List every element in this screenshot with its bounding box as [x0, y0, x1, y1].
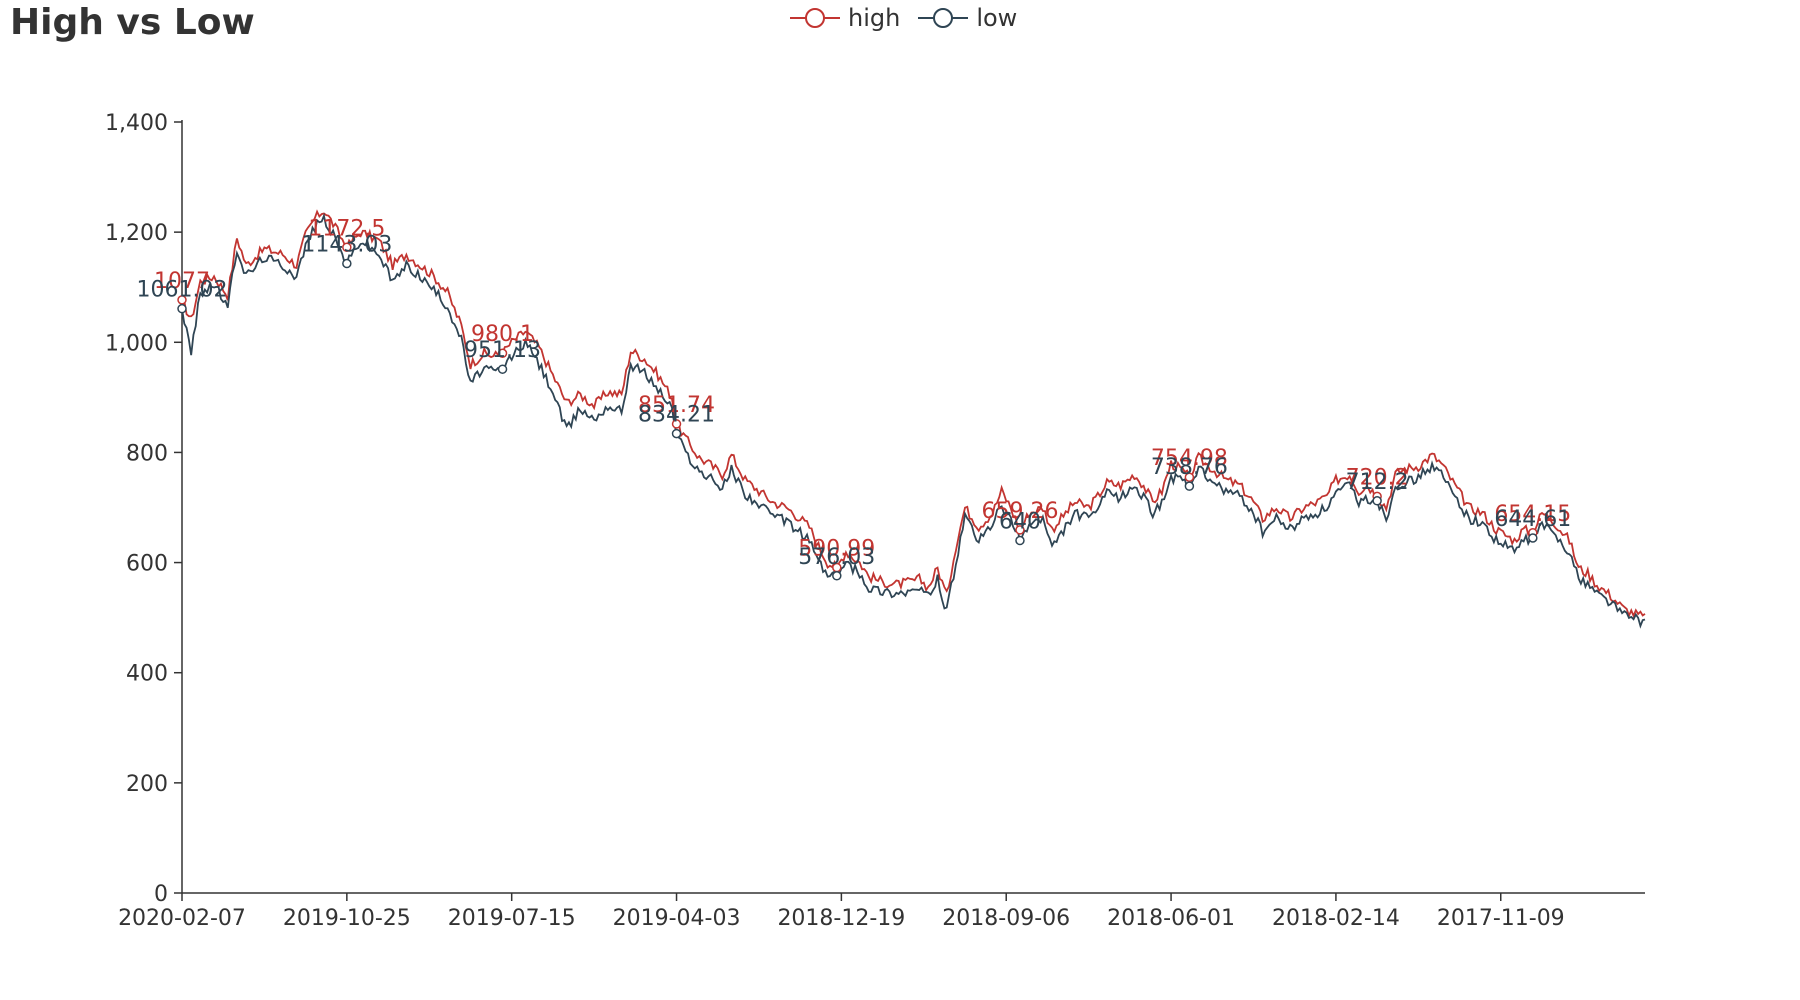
point-marker-high	[1184, 472, 1195, 482]
point-marker-low	[1528, 533, 1538, 543]
y-tick-label: 400	[126, 662, 168, 687]
data-label-low: 834.21	[638, 403, 715, 428]
data-label-high: 1172.5	[308, 216, 385, 241]
legend: high low	[790, 4, 1035, 32]
y-tick-label: 800	[126, 441, 168, 466]
x-tick-label: 2018-06-01	[1107, 906, 1235, 931]
x-tick-label: 2018-09-06	[942, 906, 1070, 931]
data-label-high: 590.99	[798, 537, 875, 562]
legend-label-low: low	[976, 4, 1018, 32]
data-label-low: 576.03	[798, 545, 875, 570]
data-label-low: 951.13	[464, 338, 541, 363]
data-label-high: 1077	[154, 269, 210, 294]
data-label-high: 754.98	[1151, 446, 1228, 471]
point-marker-low	[671, 428, 682, 439]
point-marker-low	[832, 571, 842, 581]
chart-title: High vs Low	[10, 2, 255, 43]
x-tick-label: 2018-02-14	[1272, 906, 1400, 931]
point-marker-low	[1015, 535, 1025, 546]
legend-high-icon	[790, 8, 840, 28]
y-tick-label: 1,400	[105, 111, 168, 136]
point-marker-high	[671, 419, 682, 429]
point-marker-low	[1372, 496, 1382, 506]
data-label-high: 980.1	[471, 322, 534, 347]
y-tick-label: 1,200	[105, 221, 168, 246]
legend-item-high[interactable]: high	[790, 4, 900, 32]
x-tick-label: 2017-11-09	[1437, 906, 1565, 931]
point-marker-high	[497, 348, 508, 358]
legend-label-high: high	[848, 4, 901, 32]
series-line-high	[181, 209, 1646, 619]
point-marker-high	[342, 242, 352, 253]
data-label-low: 1061.02	[137, 278, 228, 303]
data-label-high: 654.15	[1494, 502, 1571, 527]
x-tick-label: 2020-02-07	[118, 906, 246, 931]
data-label-low: 640	[999, 510, 1041, 535]
x-tick-label: 2019-10-25	[283, 906, 411, 931]
y-tick-label: 0	[154, 882, 168, 907]
x-tick-label: 2018-12-19	[777, 906, 905, 931]
point-marker-high	[177, 295, 187, 305]
data-label-low: 738.76	[1151, 455, 1228, 480]
point-marker-low	[177, 303, 187, 314]
x-tick-label: 2019-07-15	[448, 906, 576, 931]
data-label-high: 720.2	[1346, 465, 1409, 490]
data-label-low: 644.61	[1494, 507, 1571, 532]
point-marker-low	[1184, 481, 1195, 491]
x-tick-label: 2019-04-03	[613, 906, 741, 931]
point-marker-low	[342, 258, 352, 269]
y-tick-label: 600	[126, 552, 168, 577]
legend-item-low[interactable]: low	[918, 4, 1017, 32]
data-label-low: 1143.03	[301, 233, 392, 258]
y-tick-label: 200	[126, 772, 168, 797]
legend-low-icon	[918, 8, 969, 28]
data-label-high: 659.26	[981, 499, 1058, 524]
y-tick-label: 1,000	[105, 331, 168, 356]
point-marker-high	[1015, 525, 1025, 535]
data-label-low: 712.2	[1346, 470, 1409, 495]
data-label-high: 851.74	[638, 393, 715, 418]
series-line-low	[181, 212, 1646, 629]
point-marker-low	[497, 364, 508, 374]
